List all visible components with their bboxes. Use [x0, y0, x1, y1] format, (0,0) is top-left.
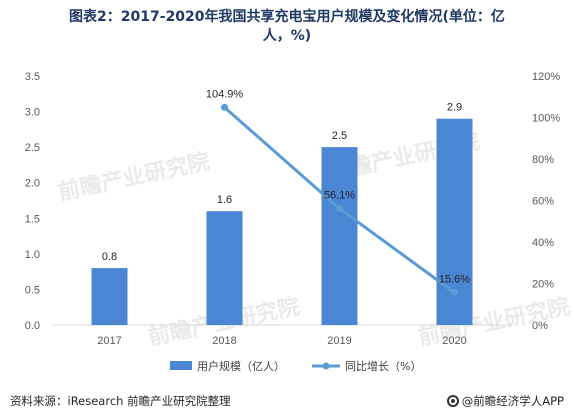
growth-point-2018: [221, 103, 228, 111]
growth-point-2019: [336, 205, 343, 213]
bar-2017: [91, 268, 128, 325]
x-tick-label: 2018: [212, 335, 236, 347]
bar-value-label: 1.6: [217, 194, 232, 206]
y-right-tick-label: 40%: [532, 237, 554, 249]
chart-title-line2: 人，%): [262, 28, 312, 44]
legend-line-label: 同比增长（%）: [345, 359, 421, 373]
growth-value-label: 15.6%: [439, 274, 470, 286]
legend-bar-swatch: [170, 361, 192, 370]
x-tick-label: 2019: [327, 335, 351, 347]
bar-value-label: 2.5: [332, 130, 347, 142]
y-left-tick-label: 3.5: [25, 71, 40, 83]
y-left-tick-label: 1.5: [25, 213, 40, 225]
brand-credit: @前瞻经济学人APP: [446, 393, 564, 409]
y-right-tick-label: 120%: [532, 71, 560, 83]
y-right-tick-label: 20%: [532, 279, 554, 291]
growth-value-label: 56.1%: [324, 190, 355, 202]
y-left-tick-label: 2.0: [25, 178, 40, 190]
brand-text: @前瞻经济学人APP: [461, 394, 564, 408]
y-right-tick-label: 100%: [532, 113, 560, 125]
bar-value-label: 2.9: [447, 102, 462, 114]
x-tick-label: 2020: [442, 335, 466, 347]
bar-2018: [206, 211, 243, 325]
x-tick-label: 2017: [97, 335, 121, 347]
y-left-tick-label: 3.0: [25, 107, 40, 119]
chart-title: 图表2：2017-2020年我国共享充电宝用户规模及变化情况(单位：亿 人，%): [0, 8, 574, 46]
y-left-tick-label: 0.5: [25, 284, 40, 296]
y-left-tick-label: 0.0: [25, 320, 40, 332]
bar-2019: [321, 147, 358, 325]
legend-bar-label: 用户规模（亿人）: [197, 359, 285, 373]
bar-value-label: 0.8: [102, 251, 117, 263]
footer: 资料来源：iResearch 前瞻产业研究院整理 @前瞻经济学人APP: [10, 393, 564, 411]
growth-value-label: 104.9%: [206, 88, 244, 100]
y-left-tick-label: 2.5: [25, 142, 40, 154]
brand-logo-icon: [446, 395, 459, 407]
y-right-tick-label: 80%: [532, 154, 554, 166]
chart-title-line1: 图表2：2017-2020年我国共享充电宝用户规模及变化情况(单位：亿: [69, 9, 505, 25]
y-left-tick-label: 1.0: [25, 249, 40, 261]
growth-point-2020: [451, 289, 458, 297]
legend-line-marker: [322, 362, 330, 370]
watermark-text: 前瞻产业研究院: [56, 148, 212, 205]
y-right-tick-label: 0%: [532, 320, 548, 332]
source-note: 资料来源：iResearch 前瞻产业研究院整理: [10, 394, 231, 408]
y-right-tick-label: 60%: [532, 196, 554, 208]
